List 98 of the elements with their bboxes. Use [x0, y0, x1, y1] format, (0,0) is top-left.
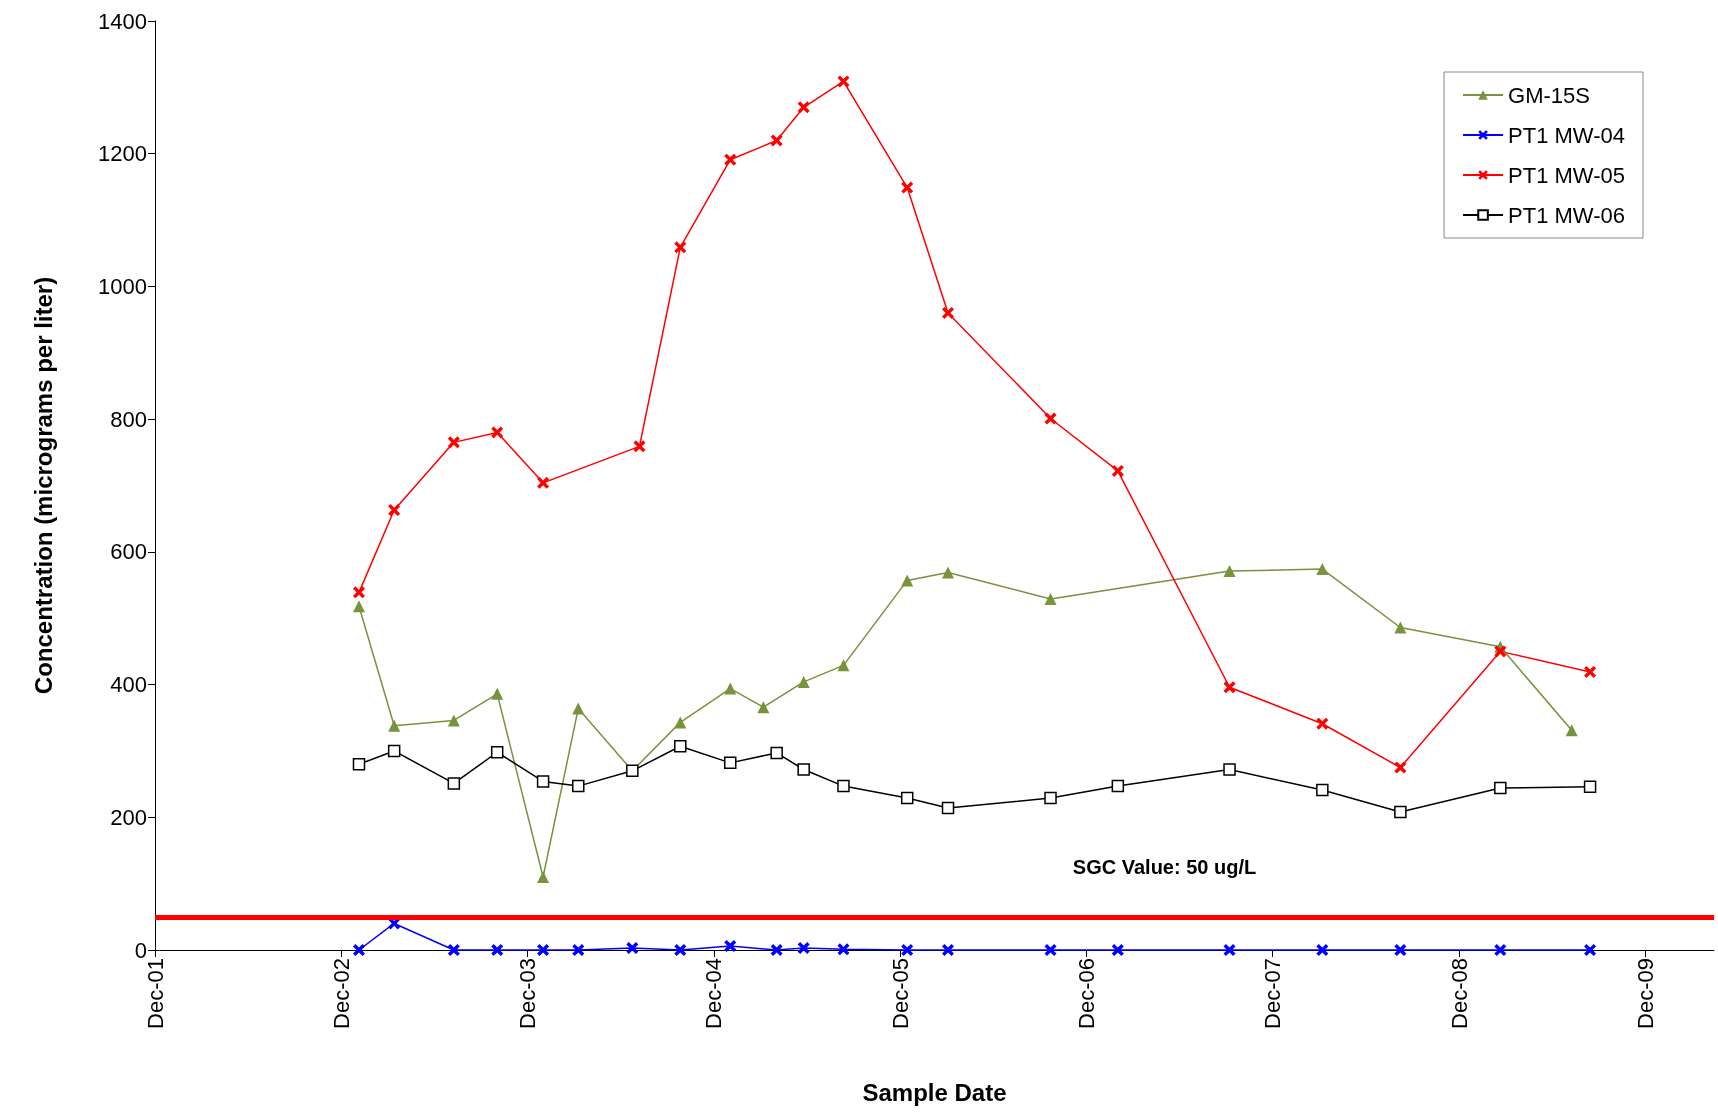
point [1316, 563, 1329, 576]
point [837, 779, 850, 793]
point [941, 801, 955, 815]
point [352, 586, 365, 599]
point [447, 714, 460, 727]
point [797, 942, 810, 955]
y-tick-label: 600 [110, 539, 147, 565]
point [797, 675, 810, 688]
x-tick-label: Dec-09 [1632, 958, 1658, 1029]
legend-label: PT1 MW-05 [1508, 162, 1625, 188]
point [757, 701, 770, 714]
point [1584, 665, 1597, 678]
point [491, 687, 504, 700]
y-tick-label: 200 [110, 804, 147, 830]
y-tick-label: 1400 [98, 8, 147, 34]
point [797, 763, 810, 776]
point [724, 940, 737, 953]
point [537, 871, 550, 884]
point [1494, 645, 1507, 658]
point [572, 779, 585, 793]
point [1394, 805, 1407, 819]
point [1111, 464, 1124, 477]
point [770, 746, 783, 760]
x-tick-label: Dec-05 [887, 958, 913, 1029]
point [724, 756, 737, 770]
point [674, 716, 687, 729]
x-axis-title: Sample Date [862, 1078, 1007, 1106]
point [901, 944, 914, 956]
legend-label: GM-15S [1508, 82, 1590, 108]
point [1565, 724, 1578, 737]
y-tick-label: 1000 [98, 273, 147, 299]
point [942, 944, 955, 956]
point [352, 757, 366, 771]
point [1044, 592, 1057, 605]
point [1111, 944, 1124, 956]
point [1223, 565, 1236, 578]
point [1316, 944, 1329, 956]
x-tick-label: Dec-02 [328, 958, 354, 1029]
point [674, 944, 687, 956]
point [900, 791, 914, 805]
point [901, 181, 914, 194]
ref-line-label: SGC Value: 50 ug/L [1072, 855, 1257, 878]
point [447, 944, 460, 956]
point [572, 702, 585, 715]
point [447, 777, 461, 790]
point [1044, 791, 1057, 805]
point [388, 504, 401, 517]
point [1044, 412, 1057, 425]
y-tick-label: 800 [110, 406, 147, 432]
point [901, 574, 914, 587]
point [491, 426, 504, 439]
point [1316, 783, 1329, 797]
point [1494, 944, 1507, 956]
point [770, 944, 783, 956]
point [633, 440, 646, 453]
point [447, 436, 460, 449]
point [626, 942, 639, 955]
point [1223, 763, 1236, 776]
point [724, 682, 737, 695]
point [1223, 681, 1236, 694]
point [490, 746, 504, 759]
point [1316, 717, 1329, 730]
y-axis-title: Concentration (micrograms per liter) [29, 276, 57, 695]
x-tick-label: Dec-07 [1259, 958, 1285, 1029]
point [1394, 944, 1407, 956]
point [537, 476, 550, 489]
point [537, 944, 550, 956]
point [837, 943, 850, 956]
legend-label: PT1 MW-04 [1508, 122, 1625, 148]
point [1583, 780, 1597, 794]
x-tick-label: Dec-04 [701, 958, 727, 1029]
point [387, 744, 401, 758]
point [770, 134, 783, 147]
point [837, 659, 850, 672]
legend-label: PT1 MW-06 [1508, 202, 1625, 228]
point [837, 75, 850, 88]
y-tick-label: 1200 [98, 141, 147, 167]
point [942, 306, 955, 319]
point [724, 153, 737, 166]
point [797, 101, 810, 114]
point [1584, 944, 1597, 956]
point [352, 944, 365, 956]
point [674, 740, 687, 753]
x-tick-label: Dec-08 [1446, 958, 1472, 1029]
point [674, 241, 687, 254]
point [1394, 621, 1407, 634]
point [1394, 761, 1407, 774]
point [1111, 779, 1125, 793]
x-tick-label: Dec-06 [1073, 958, 1099, 1029]
point [491, 944, 504, 956]
point [572, 944, 585, 956]
y-tick-label: 400 [110, 672, 147, 698]
point [388, 719, 401, 732]
point [536, 775, 550, 788]
point [352, 600, 365, 613]
x-tick-label: Dec-03 [514, 958, 540, 1029]
point [1494, 781, 1507, 795]
point [942, 566, 955, 579]
